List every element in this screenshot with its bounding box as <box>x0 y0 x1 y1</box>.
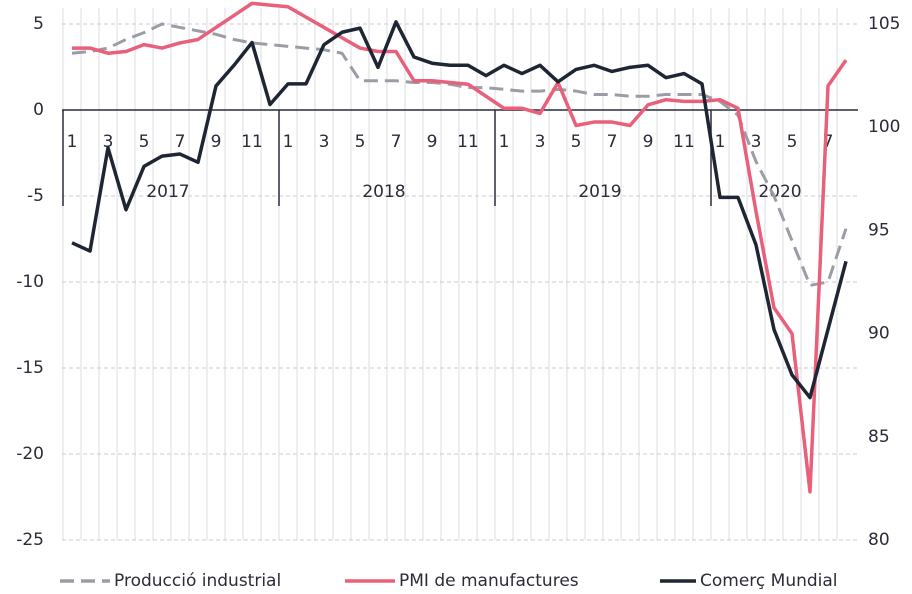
x-tick-label: 7 <box>175 132 186 152</box>
legend-label: PMI de manufactures <box>399 571 579 591</box>
x-tick-label: 9 <box>643 132 654 152</box>
y-tick-label: 5 <box>33 14 44 34</box>
x-tick-label: 9 <box>211 132 222 152</box>
series-line <box>72 1 848 494</box>
y-tick-label: -25 <box>16 530 44 550</box>
series-line <box>71 22 848 287</box>
x-tick-label: 9 <box>427 132 438 152</box>
x-tick-label: 5 <box>139 132 150 152</box>
x-tick-label: 5 <box>571 132 582 152</box>
y-tick-label: -15 <box>16 358 44 378</box>
y2-tick-label: 100 <box>868 117 900 137</box>
y2-tick-label: 95 <box>868 220 890 240</box>
y2-tick-label: 80 <box>868 530 890 550</box>
year-label: 2018 <box>362 182 405 202</box>
x-tick-label: 3 <box>103 132 114 152</box>
y2-tick-label: 85 <box>868 427 890 447</box>
x-tick-label: 3 <box>319 132 330 152</box>
x-tick-label: 7 <box>823 132 834 152</box>
x-tick-label: 1 <box>715 132 726 152</box>
year-label: 2017 <box>146 182 189 202</box>
x-tick-label: 3 <box>751 132 762 152</box>
x-tick-label: 7 <box>391 132 402 152</box>
y-tick-label: -10 <box>16 272 44 292</box>
year-label: 2019 <box>578 182 621 202</box>
x-tick-label: 1 <box>499 132 510 152</box>
series-line <box>71 20 848 400</box>
y-tick-label: 0 <box>33 100 44 120</box>
x-tick-label: 5 <box>355 132 366 152</box>
x-tick-label: 11 <box>673 132 695 152</box>
y2-tick-label: 90 <box>868 324 890 344</box>
y-tick-label: -5 <box>27 186 44 206</box>
y-tick-label: -20 <box>16 444 44 464</box>
y2-tick-label: 105 <box>868 14 900 34</box>
x-tick-label: 1 <box>283 132 294 152</box>
year-label: 2020 <box>758 182 801 202</box>
x-tick-label: 3 <box>535 132 546 152</box>
x-tick-label: 11 <box>457 132 479 152</box>
legend-label: Producció industrial <box>114 571 281 591</box>
x-tick-label: 7 <box>607 132 618 152</box>
x-tick-label: 1 <box>67 132 78 152</box>
x-tick-label: 11 <box>241 132 263 152</box>
legend-label: Comerç Mundial <box>700 571 838 591</box>
x-tick-label: 5 <box>787 132 798 152</box>
